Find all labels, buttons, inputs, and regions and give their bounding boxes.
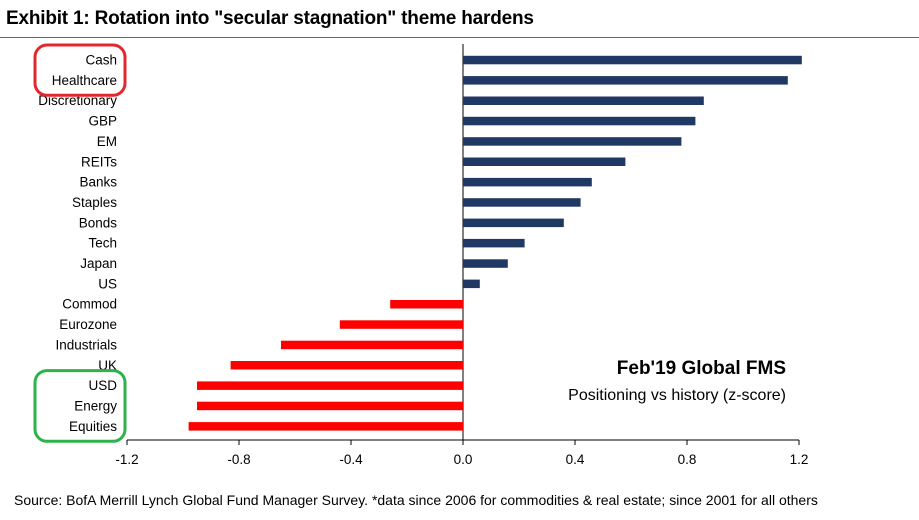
bar-usd	[197, 381, 463, 390]
bar-cash	[463, 55, 802, 65]
category-label-tech: Tech	[88, 236, 117, 251]
annotation-subtitle: Positioning vs history (z-score)	[568, 387, 786, 404]
x-tick-label: -1.2	[115, 452, 138, 467]
category-label-bonds: Bonds	[79, 215, 118, 230]
category-label-staples: Staples	[72, 195, 117, 210]
x-tick-label: -0.8	[227, 452, 250, 467]
x-tick-label: 0.8	[678, 452, 697, 467]
category-label-uk: UK	[98, 358, 117, 373]
category-label-banks: Banks	[79, 175, 117, 190]
bar-reits	[463, 157, 626, 166]
x-axis: -1.2 -0.8 -0.4 0.0 0.4 0.8 1.2	[115, 439, 809, 467]
bar-japan	[463, 259, 508, 268]
bar-commod	[390, 300, 463, 309]
category-label-commod: Commod	[62, 297, 117, 312]
category-label-discretionary: Discretionary	[38, 93, 117, 108]
bar-tech	[463, 238, 525, 248]
bar-us	[463, 279, 480, 289]
bar-gbp	[463, 116, 696, 126]
bar-em	[463, 137, 682, 146]
category-label-cash: Cash	[85, 53, 117, 68]
category-label-healthcare: Healthcare	[52, 73, 117, 88]
bars-group	[188, 44, 802, 440]
category-labels-group: Cash Healthcare Discretionary GBP EM REITs Ban…	[38, 53, 117, 434]
highlight-boxes	[33, 43, 127, 443]
bar-healthcare	[463, 76, 788, 85]
highlight-box-green	[33, 369, 127, 443]
chart-title: Exhibit 1: Rotation into "secular stagna…	[6, 8, 534, 29]
category-label-industrials: Industrials	[55, 337, 117, 352]
category-label-gbp: GBP	[88, 114, 117, 129]
bar-bonds	[463, 218, 564, 228]
category-label-reits: REITs	[81, 154, 117, 169]
bar-uk	[230, 361, 463, 370]
bar-discretionary	[463, 96, 704, 105]
bar-eurozone	[339, 320, 463, 329]
category-label-usd: USD	[88, 378, 117, 393]
category-label-energy: Energy	[74, 399, 117, 414]
bar-chart: Cash Healthcare Discretionary GBP EM REITs Ban…	[33, 43, 809, 467]
x-tick-label: 1.2	[790, 452, 809, 467]
bar-industrials	[281, 340, 463, 350]
bar-staples	[463, 198, 581, 207]
annotation-title: Feb'19 Global FMS	[617, 358, 786, 379]
highlight-box-red	[33, 43, 127, 97]
x-tick-label: 0.4	[566, 452, 585, 467]
category-label-eurozone: Eurozone	[59, 317, 117, 332]
category-label-em: EM	[97, 134, 117, 149]
x-tick-label: -0.4	[339, 452, 363, 467]
source-note: Source: BofA Merrill Lynch Global Fund M…	[14, 492, 818, 508]
bar-energy	[197, 401, 463, 411]
bar-banks	[463, 177, 592, 187]
category-label-equities: Equities	[69, 419, 117, 434]
category-label-us: US	[98, 276, 117, 291]
category-label-japan: Japan	[80, 256, 117, 271]
title-divider	[0, 37, 919, 38]
x-tick-label: 0.0	[454, 452, 473, 467]
bar-equities	[188, 422, 463, 431]
